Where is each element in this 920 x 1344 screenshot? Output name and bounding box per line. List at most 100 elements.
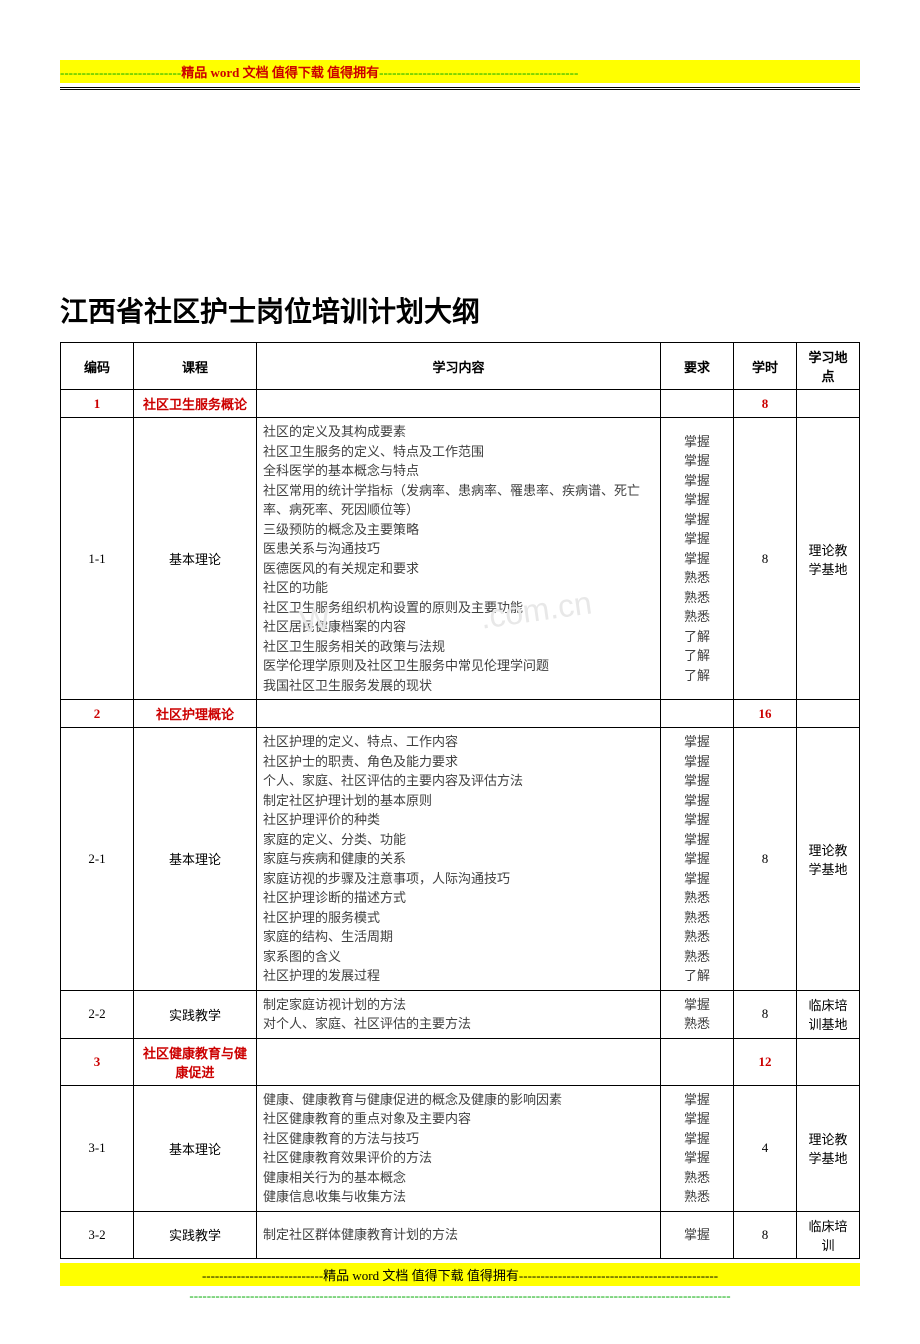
req-line: 熟悉	[667, 888, 727, 908]
section-1-code: 1	[61, 390, 134, 418]
row-2-1-code: 2-1	[61, 728, 134, 991]
content-line: 医患关系与沟通技巧	[263, 539, 654, 559]
content-line: 社区卫生服务组织机构设置的原则及主要功能	[263, 598, 654, 618]
header-course: 课程	[134, 343, 257, 390]
content-line: 社区的定义及其构成要素	[263, 422, 654, 442]
section-2-code: 2	[61, 700, 134, 728]
row-3-2-content: 制定社区群体健康教育计划的方法	[257, 1211, 661, 1258]
top-banner: ----------------------------精品 word 文档 值…	[60, 60, 860, 83]
content-line: 全科医学的基本概念与特点	[263, 461, 654, 481]
section-3-hours: 12	[734, 1038, 797, 1085]
row-1-1-hours: 8	[734, 418, 797, 700]
header-code: 编码	[61, 343, 134, 390]
banner-text1: 精品	[181, 65, 207, 80]
row-3-2-hours: 8	[734, 1211, 797, 1258]
header-hours: 学时	[734, 343, 797, 390]
row-1-1-course: 基本理论	[134, 418, 257, 700]
req-line: 熟悉	[667, 1014, 727, 1034]
row-3-1-content: 健康、健康教育与健康促进的概念及健康的影响因素 社区健康教育的重点对象及主要内容…	[257, 1085, 661, 1211]
req-line: 了解	[667, 666, 727, 686]
row-3-1-req: 掌握 掌握 掌握 掌握 熟悉 熟悉	[661, 1085, 734, 1211]
content-line: 社区护理的服务模式	[263, 908, 654, 928]
req-line: 掌握	[667, 995, 727, 1015]
banner-text3: 文档 值得下载 值得拥有	[243, 65, 380, 80]
empty-cell	[661, 1038, 734, 1085]
section-1-hours: 8	[734, 390, 797, 418]
req-line: 掌握	[667, 849, 727, 869]
banner-text2: word	[207, 65, 242, 80]
row-2-1-loc: 理论教学基地	[797, 728, 860, 991]
req-line: 了解	[667, 627, 727, 647]
req-line: 熟悉	[667, 947, 727, 967]
section-3-code: 3	[61, 1038, 134, 1085]
row-2-2-hours: 8	[734, 990, 797, 1038]
req-line: 掌握	[667, 869, 727, 889]
section-row-3: 3 社区健康教育与健康促进 12	[61, 1038, 860, 1085]
header-content: 学习内容	[257, 343, 661, 390]
content-line: 家庭的结构、生活周期	[263, 927, 654, 947]
bottom-text2: word	[349, 1268, 382, 1283]
row-2-1-hours: 8	[734, 728, 797, 991]
req-line: 掌握	[667, 791, 727, 811]
req-line: 掌握	[667, 810, 727, 830]
req-line: 掌握	[667, 549, 727, 569]
page-title: 江西省社区护士岗位培训计划大纲	[60, 290, 860, 330]
header-req: 要求	[661, 343, 734, 390]
content-line: 社区健康教育效果评价的方法	[263, 1148, 654, 1168]
empty-cell	[661, 390, 734, 418]
row-3-1-course: 基本理论	[134, 1085, 257, 1211]
row-1-1-code: 1-1	[61, 418, 134, 700]
req-line: 掌握	[667, 771, 727, 791]
row-3-2-req: 掌握	[661, 1211, 734, 1258]
table-row: 3-1 基本理论 健康、健康教育与健康促进的概念及健康的影响因素 社区健康教育的…	[61, 1085, 860, 1211]
req-line: 掌握	[667, 471, 727, 491]
row-3-1-loc: 理论教学基地	[797, 1085, 860, 1211]
section-row-2: 2 社区护理概论 16	[61, 700, 860, 728]
section-2-course: 社区护理概论	[134, 700, 257, 728]
row-3-2-course: 实践教学	[134, 1211, 257, 1258]
content-line: 健康信息收集与收集方法	[263, 1187, 654, 1207]
content-line: 对个人、家庭、社区评估的主要方法	[263, 1014, 654, 1034]
req-line: 熟悉	[667, 927, 727, 947]
row-1-1-content: 社区的定义及其构成要素 社区卫生服务的定义、特点及工作范围 全科医学的基本概念与…	[257, 418, 661, 700]
req-line: 了解	[667, 966, 727, 986]
content-line: 我国社区卫生服务发展的现状	[263, 676, 654, 696]
row-2-2-course: 实践教学	[134, 990, 257, 1038]
banner-dash-suffix: ----------------------------------------…	[379, 65, 578, 80]
content-line: 医德医风的有关规定和要求	[263, 559, 654, 579]
req-line: 掌握	[667, 1225, 727, 1245]
content-line: 社区护理诊断的描述方式	[263, 888, 654, 908]
empty-cell	[661, 700, 734, 728]
empty-cell	[797, 1038, 860, 1085]
row-2-2-code: 2-2	[61, 990, 134, 1038]
row-3-1-code: 3-1	[61, 1085, 134, 1211]
divider-top	[60, 87, 860, 90]
content-line: 社区护理的定义、特点、工作内容	[263, 732, 654, 752]
req-line: 掌握	[667, 432, 727, 452]
content-line: 健康相关行为的基本概念	[263, 1168, 654, 1188]
req-line: 掌握	[667, 1129, 727, 1149]
table-header-row: 编码 课程 学习内容 要求 学时 学习地点	[61, 343, 860, 390]
content-line: 健康、健康教育与健康促进的概念及健康的影响因素	[263, 1090, 654, 1110]
row-2-2-content: 制定家庭访视计划的方法 对个人、家庭、社区评估的主要方法	[257, 990, 661, 1038]
bottom-dash-suffix: ----------------------------------------…	[519, 1268, 718, 1283]
req-line: 掌握	[667, 1109, 727, 1129]
req-line: 掌握	[667, 1090, 727, 1110]
content-line: 家庭的定义、分类、功能	[263, 830, 654, 850]
empty-cell	[257, 1038, 661, 1085]
req-line: 掌握	[667, 451, 727, 471]
content-line: 社区护士的职责、角色及能力要求	[263, 752, 654, 772]
row-2-1-content: 社区护理的定义、特点、工作内容 社区护士的职责、角色及能力要求 个人、家庭、社区…	[257, 728, 661, 991]
content-line: 制定社区群体健康教育计划的方法	[263, 1225, 654, 1245]
row-1-1-req: 掌握 掌握 掌握 掌握 掌握 掌握 掌握 熟悉 熟悉 熟悉 了解 了解 了解	[661, 418, 734, 700]
req-line: 掌握	[667, 510, 727, 530]
content-line: 社区护理的发展过程	[263, 966, 654, 986]
content-line: 三级预防的概念及主要策略	[263, 520, 654, 540]
req-line: 熟悉	[667, 908, 727, 928]
table-row: 2-2 实践教学 制定家庭访视计划的方法 对个人、家庭、社区评估的主要方法 掌握…	[61, 990, 860, 1038]
content-line: 家庭访视的步骤及注意事项，人际沟通技巧	[263, 869, 654, 889]
row-3-2-code: 3-2	[61, 1211, 134, 1258]
row-2-1-req: 掌握 掌握 掌握 掌握 掌握 掌握 掌握 掌握 熟悉 熟悉 熟悉 熟悉 了解	[661, 728, 734, 991]
content-line: 家庭与疾病和健康的关系	[263, 849, 654, 869]
header-loc: 学习地点	[797, 343, 860, 390]
